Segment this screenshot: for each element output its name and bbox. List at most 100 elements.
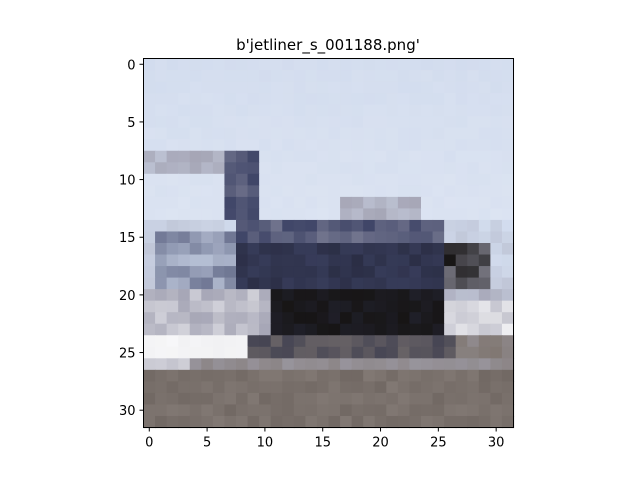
- image-pixel: [351, 254, 364, 267]
- image-pixel: [293, 196, 306, 210]
- image-pixel: [293, 277, 306, 290]
- image-pixel: [270, 93, 283, 106]
- image-pixel: [490, 266, 503, 279]
- image-pixel: [328, 358, 341, 371]
- image-pixel: [444, 300, 457, 313]
- image-pixel: [421, 58, 434, 71]
- image-pixel: [351, 289, 364, 302]
- image-pixel: [374, 185, 387, 198]
- image-pixel: [305, 196, 318, 210]
- image-pixel: [293, 70, 306, 83]
- image-pixel: [270, 323, 283, 336]
- image-pixel: [259, 289, 272, 302]
- image-pixel: [270, 346, 283, 359]
- image-pixel: [293, 104, 306, 117]
- image-pixel: [363, 70, 376, 83]
- image-pixel: [166, 162, 179, 175]
- image-pixel: [212, 323, 226, 336]
- image-pixel: [490, 231, 503, 244]
- image-pixel: [201, 150, 214, 163]
- image-pixel: [155, 93, 168, 106]
- image-pixel: [259, 369, 272, 382]
- image-pixel: [178, 277, 191, 290]
- image-pixel: [432, 93, 445, 106]
- image-pixel: [444, 346, 457, 359]
- image-pixel: [189, 312, 202, 325]
- image-pixel: [212, 127, 226, 140]
- image-pixel: [189, 323, 202, 336]
- image-pixel: [316, 58, 330, 71]
- image-pixel: [212, 231, 226, 244]
- image-pixel: [444, 392, 457, 406]
- image-pixel: [282, 139, 295, 152]
- image-pixel: [212, 346, 226, 359]
- image-pixel: [201, 185, 214, 198]
- image-pixel: [201, 346, 214, 359]
- image-pixel: [316, 369, 330, 382]
- image-pixel: [282, 162, 295, 175]
- image-pixel: [270, 289, 283, 302]
- image-pixel: [212, 70, 226, 83]
- image-pixel: [421, 392, 434, 406]
- image-pixel: [247, 369, 260, 382]
- image-pixel: [293, 323, 306, 336]
- image-pixel: [212, 81, 226, 94]
- image-pixel: [143, 70, 156, 83]
- image-pixel: [340, 358, 353, 371]
- image-pixel: [201, 219, 214, 233]
- image-pixel: [340, 323, 353, 336]
- image-pixel: [316, 93, 330, 106]
- image-pixel: [363, 219, 376, 233]
- image-pixel: [432, 58, 445, 71]
- image-pixel: [247, 219, 260, 233]
- image-pixel: [374, 381, 387, 394]
- image-pixel: [212, 277, 226, 290]
- image-pixel: [467, 162, 480, 175]
- image-pixel: [155, 277, 168, 290]
- image-pixel: [259, 335, 272, 348]
- image-pixel: [501, 392, 515, 406]
- image-pixel: [455, 381, 468, 394]
- image-pixel: [247, 289, 260, 302]
- image-pixel: [155, 116, 168, 129]
- image-pixel: [351, 392, 364, 406]
- image-pixel: [501, 116, 515, 129]
- image-pixel: [293, 254, 306, 267]
- image-pixel: [201, 404, 214, 417]
- image-pixel: [409, 358, 422, 371]
- image-pixel: [374, 104, 387, 117]
- image-pixel: [247, 196, 260, 210]
- image-pixel: [316, 335, 330, 348]
- image-pixel: [467, 254, 480, 267]
- image-pixel: [328, 219, 341, 233]
- image-pixel: [386, 93, 399, 106]
- image-pixel: [397, 335, 411, 348]
- image-pixel: [305, 81, 318, 94]
- image-pixel: [490, 185, 503, 198]
- image-pixel: [236, 300, 249, 313]
- x-tick-label: 20: [372, 436, 389, 451]
- image-pixel: [247, 243, 260, 256]
- image-pixel: [455, 346, 468, 359]
- image-pixel: [432, 208, 445, 221]
- image-pixel: [316, 312, 330, 325]
- image-pixel: [328, 289, 341, 302]
- image-pixel: [444, 116, 457, 129]
- image-pixel: [166, 139, 179, 152]
- image-pixel: [501, 219, 515, 233]
- image-pixel: [166, 415, 179, 429]
- image-pixel: [490, 289, 503, 302]
- image-pixel: [351, 81, 364, 94]
- image-pixel: [455, 185, 468, 198]
- image-pixel: [409, 173, 422, 186]
- image-pixel: [212, 58, 226, 71]
- image-pixel: [351, 404, 364, 417]
- image-pixel: [224, 104, 237, 117]
- image-pixel: [247, 185, 260, 198]
- image-pixel: [270, 312, 283, 325]
- image-pixel: [189, 243, 202, 256]
- image-pixel: [455, 335, 468, 348]
- image-pixel: [282, 208, 295, 221]
- image-pixel: [282, 381, 295, 394]
- image-pixel: [409, 381, 422, 394]
